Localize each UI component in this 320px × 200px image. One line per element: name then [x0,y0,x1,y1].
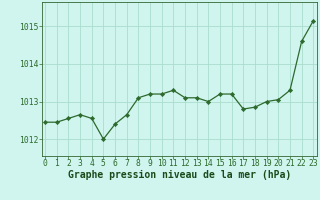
X-axis label: Graphe pression niveau de la mer (hPa): Graphe pression niveau de la mer (hPa) [68,170,291,180]
